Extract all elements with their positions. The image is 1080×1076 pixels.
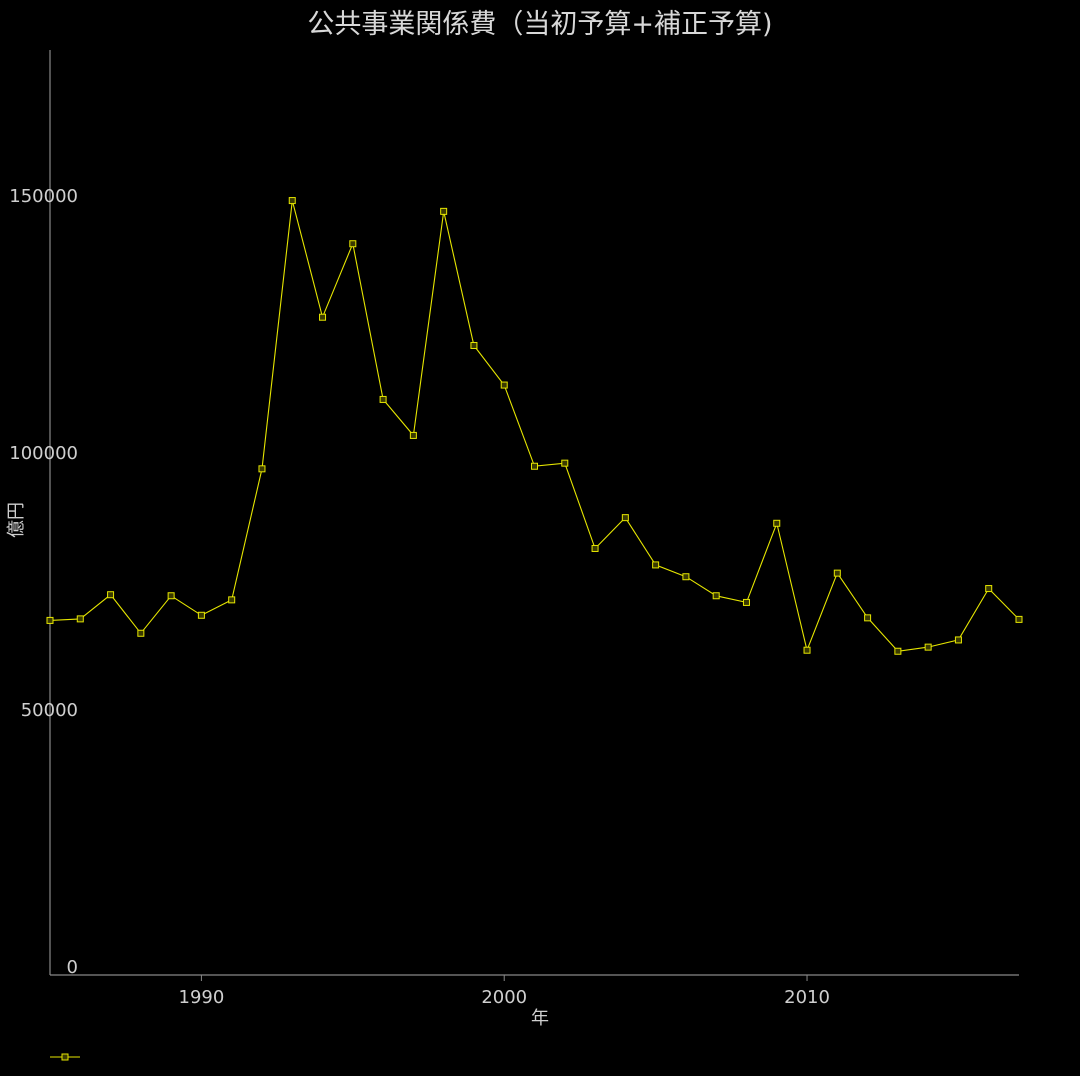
data-point	[288, 197, 296, 205]
legend-marker	[61, 1053, 69, 1061]
data-point	[1015, 615, 1023, 623]
x-tick-label: 2010	[784, 987, 830, 1008]
axes	[49, 50, 1019, 976]
data-point	[349, 240, 357, 248]
x-tick-label: 2000	[481, 987, 527, 1008]
x-axis-label: 年	[531, 1008, 549, 1029]
plot-area	[46, 197, 1023, 655]
data-point	[894, 647, 902, 655]
data-point	[652, 561, 660, 569]
data-point	[985, 585, 993, 593]
y-axis-label: 億円	[6, 502, 27, 538]
x-tick-labels: 1990 2000 2010	[179, 975, 830, 1008]
data-point	[500, 381, 508, 389]
data-point	[954, 636, 962, 644]
data-point	[682, 573, 690, 581]
data-point	[197, 611, 205, 619]
data-point	[621, 514, 629, 522]
y-tick-labels: 0 50000 100000 150000	[9, 186, 78, 978]
data-point	[864, 614, 872, 622]
data-point	[924, 643, 932, 651]
data-point	[440, 207, 448, 215]
data-point	[561, 459, 569, 467]
data-point	[803, 646, 811, 654]
data-point	[107, 591, 115, 599]
data-point	[833, 569, 841, 577]
data-point	[742, 598, 750, 606]
data-point	[712, 592, 720, 600]
data-point	[409, 431, 417, 439]
data-point	[379, 395, 387, 403]
data-point	[258, 465, 266, 473]
chart-title: 公共事業関係費（当初予算+補正予算)	[307, 9, 773, 40]
y-tick-label: 100000	[9, 443, 78, 464]
data-point	[46, 616, 54, 624]
data-point	[319, 313, 327, 321]
data-point	[591, 544, 599, 552]
data-point	[137, 629, 145, 637]
legend	[50, 1053, 80, 1061]
y-tick-label: 0	[67, 957, 78, 978]
y-tick-label: 150000	[9, 186, 78, 207]
data-point	[531, 462, 538, 470]
y-tick-label: 50000	[21, 700, 78, 721]
data-point	[773, 519, 781, 527]
series-line	[49, 200, 1020, 653]
data-point	[76, 615, 84, 623]
data-point	[228, 596, 236, 604]
data-point	[167, 592, 175, 600]
data-point	[470, 341, 478, 349]
x-tick-label: 1990	[179, 987, 225, 1008]
